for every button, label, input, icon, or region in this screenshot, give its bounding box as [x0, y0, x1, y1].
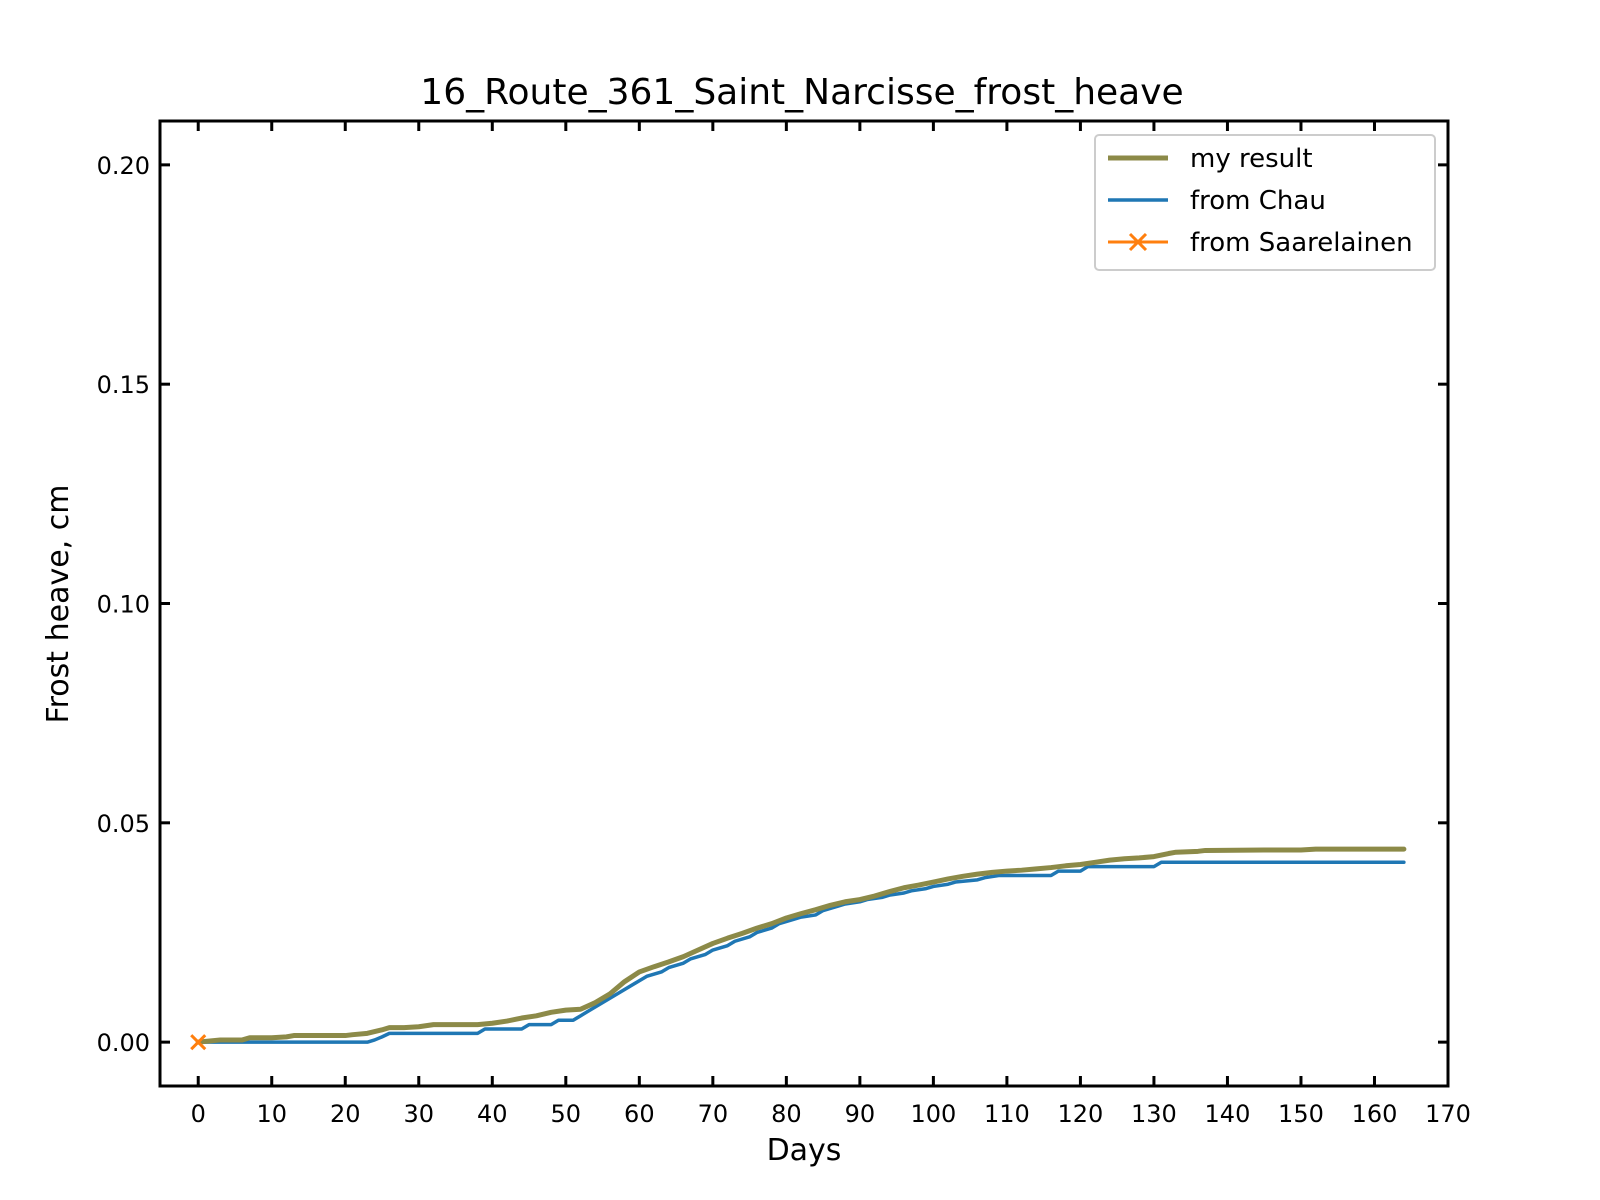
- chart-title: 16_Route_361_Saint_Narcisse_frost_heave: [420, 72, 1183, 113]
- legend-marker-stroke: [1128, 232, 1148, 252]
- x-tick-label: 50: [551, 1100, 582, 1128]
- x-tick-label: 40: [477, 1100, 508, 1128]
- x-tick-label: 170: [1425, 1100, 1471, 1128]
- x-tick-label: 60: [624, 1100, 655, 1128]
- y-tick-label: 0.00: [97, 1029, 150, 1057]
- x-tick-label: 120: [1058, 1100, 1104, 1128]
- y-tick-label: 0.10: [97, 591, 150, 619]
- ticks-layer: 0 10 20 30 40 50 60 70 80 90 100 110 120 130 140 150 160…: [97, 121, 1471, 1128]
- x-axis-label: Days: [767, 1133, 842, 1168]
- x-tick-label: 100: [910, 1100, 956, 1128]
- series-point-marker: [190, 1034, 207, 1051]
- x-tick-label: 30: [404, 1100, 435, 1128]
- legend: my result from Chau from Saarelainen: [1094, 134, 1436, 271]
- x-tick-label: 70: [698, 1100, 729, 1128]
- series-line-0: [195, 846, 1407, 1045]
- x-tick-label: 130: [1131, 1100, 1177, 1128]
- x-tick-label: 20: [330, 1100, 361, 1128]
- legend-label: my result: [1190, 144, 1313, 174]
- marker-stroke: [190, 1034, 207, 1051]
- y-tick-label: 0.20: [97, 152, 150, 180]
- legend-label: from Chau: [1190, 186, 1326, 216]
- y-tick-label: 0.15: [97, 371, 150, 399]
- legend-label: from Saarelainen: [1190, 228, 1413, 258]
- x-tick-label: 90: [845, 1100, 876, 1128]
- plot-frame: [158, 119, 1450, 1088]
- legend-entry: from Saarelainen: [1108, 228, 1413, 258]
- y-tick-label: 0.05: [97, 810, 150, 838]
- x-tick-label: 140: [1205, 1100, 1251, 1128]
- x-tick-label: 0: [191, 1100, 206, 1128]
- x-tick-label: 150: [1278, 1100, 1324, 1128]
- x-tick-label: 160: [1352, 1100, 1398, 1128]
- x-tick-label: 110: [984, 1100, 1030, 1128]
- marks-layer: [190, 846, 1407, 1051]
- y-axis-label: Frost heave, cm: [41, 485, 76, 724]
- legend-frame: [1094, 134, 1436, 271]
- series-line-1: [196, 860, 1406, 1044]
- x-tick-label: 10: [256, 1100, 287, 1128]
- legend-entry: from Chau: [1108, 186, 1326, 216]
- x-tick-label: 80: [771, 1100, 802, 1128]
- legend-entry: my result: [1108, 144, 1313, 174]
